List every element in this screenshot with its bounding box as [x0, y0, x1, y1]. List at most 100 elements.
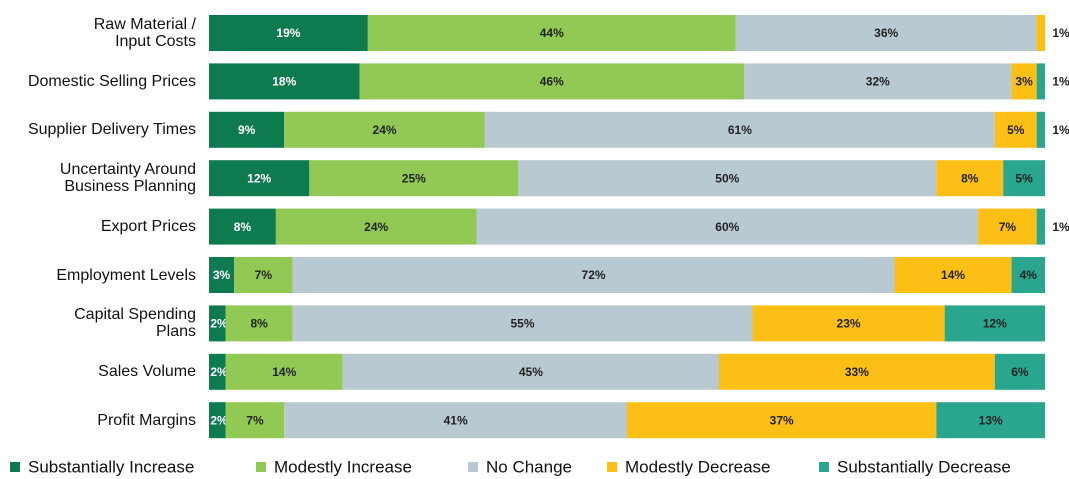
bar-segment: [936, 160, 1004, 197]
category-label: Sales Volume: [98, 363, 196, 381]
data-label: 36%: [874, 26, 898, 40]
bar-segment: [1011, 257, 1045, 293]
data-label: 33%: [845, 365, 869, 379]
bar-segment: [476, 208, 979, 245]
data-label: 19%: [276, 26, 300, 40]
data-label: 37%: [770, 413, 794, 427]
category-label: Uncertainty Around Business Planning: [59, 161, 196, 196]
data-label: 25%: [402, 171, 426, 185]
data-label: 3%: [213, 268, 231, 282]
data-label: 24%: [373, 123, 397, 137]
data-label: 4%: [1020, 268, 1038, 282]
category-label: Employment Levels: [56, 266, 196, 284]
bar-segment: [627, 402, 937, 439]
bar-segment: [209, 160, 310, 197]
data-label: 23%: [837, 317, 861, 331]
data-label: 12%: [247, 171, 271, 185]
legend-label: Modestly Increase: [274, 457, 412, 476]
data-label: 9%: [238, 123, 256, 137]
data-label: 14%: [272, 365, 296, 379]
bar-segment: [367, 15, 736, 51]
bar-segment: [292, 305, 753, 342]
bar-segment: [894, 257, 1012, 293]
data-label: 72%: [582, 268, 606, 282]
bar-segment: [944, 305, 1045, 342]
bar-segment: [1036, 111, 1045, 148]
category-label: Capital Spending Plans: [74, 306, 196, 341]
bar-segment: [209, 208, 276, 245]
data-label: 6%: [1011, 365, 1029, 379]
data-label: 7%: [999, 220, 1017, 234]
bar-segment: [209, 111, 285, 148]
bar-segment: [744, 63, 1012, 100]
bar-segment: [752, 305, 945, 342]
bar-segment: [735, 15, 1037, 51]
data-label: 24%: [364, 220, 388, 234]
data-label: 60%: [715, 220, 739, 234]
bar-segment: [209, 305, 226, 342]
data-label: 5%: [1015, 171, 1033, 185]
data-label: 8%: [250, 317, 268, 331]
data-label: 50%: [715, 171, 739, 185]
data-label: 41%: [444, 413, 468, 427]
bar-segment: [1036, 208, 1045, 245]
bar-segment: [309, 160, 519, 197]
data-label: 1%: [1052, 123, 1069, 137]
bar-segment: [209, 257, 235, 293]
bar-segment: [284, 402, 627, 439]
data-label: 3%: [1015, 75, 1033, 89]
bar-segment: [1011, 63, 1037, 100]
legend-swatch: [607, 462, 617, 472]
data-label: 32%: [866, 75, 890, 89]
bar-segment: [284, 111, 485, 148]
bar-segment: [1036, 15, 1045, 51]
data-label: 5%: [1007, 123, 1025, 137]
data-label: 46%: [540, 75, 564, 89]
bar-segment: [225, 305, 293, 342]
bar-segment: [275, 208, 477, 245]
bar-segment: [209, 402, 226, 439]
legend-label: Substantially Increase: [28, 457, 194, 476]
data-label: 8%: [961, 171, 979, 185]
category-label: Domestic Selling Prices: [27, 72, 196, 90]
data-label: 8%: [234, 220, 252, 234]
bar-segment: [518, 160, 937, 197]
category-label: Supplier Delivery Times: [27, 121, 196, 139]
data-label: 14%: [941, 268, 965, 282]
bar-segment: [359, 63, 745, 100]
data-label: 55%: [510, 317, 534, 331]
bar-segment: [225, 353, 343, 390]
data-label: 7%: [255, 268, 273, 282]
legend-swatch: [10, 462, 20, 472]
data-label: 44%: [540, 26, 564, 40]
bar-segment: [994, 353, 1045, 390]
bar-segment: [292, 257, 895, 293]
bar-segment: [209, 63, 360, 100]
legend-label: Substantially Decrease: [837, 457, 1011, 476]
data-label: 1%: [1052, 75, 1069, 89]
bar-segment: [1003, 160, 1045, 197]
category-label: Profit Margins: [97, 411, 196, 429]
data-label: 1%: [1052, 26, 1069, 40]
bar-segment: [1036, 63, 1045, 100]
bar-segment: [718, 353, 995, 390]
data-label: 18%: [272, 75, 296, 89]
bar-segment: [225, 402, 285, 439]
data-label: 61%: [728, 123, 752, 137]
data-label: 45%: [519, 365, 543, 379]
data-label: 2%: [210, 365, 228, 379]
category-label: Export Prices: [100, 218, 196, 236]
bar-segment: [209, 353, 226, 390]
data-label: 7%: [246, 413, 264, 427]
legend-label: No Change: [486, 457, 572, 476]
bar-segment: [978, 208, 1037, 245]
bar-segment: [342, 353, 719, 390]
legend-swatch: [256, 462, 266, 472]
bar-segment: [936, 402, 1045, 439]
legend-swatch: [468, 462, 478, 472]
data-label: 2%: [210, 413, 228, 427]
bar-segment: [484, 111, 995, 148]
legend-swatch: [819, 462, 829, 472]
